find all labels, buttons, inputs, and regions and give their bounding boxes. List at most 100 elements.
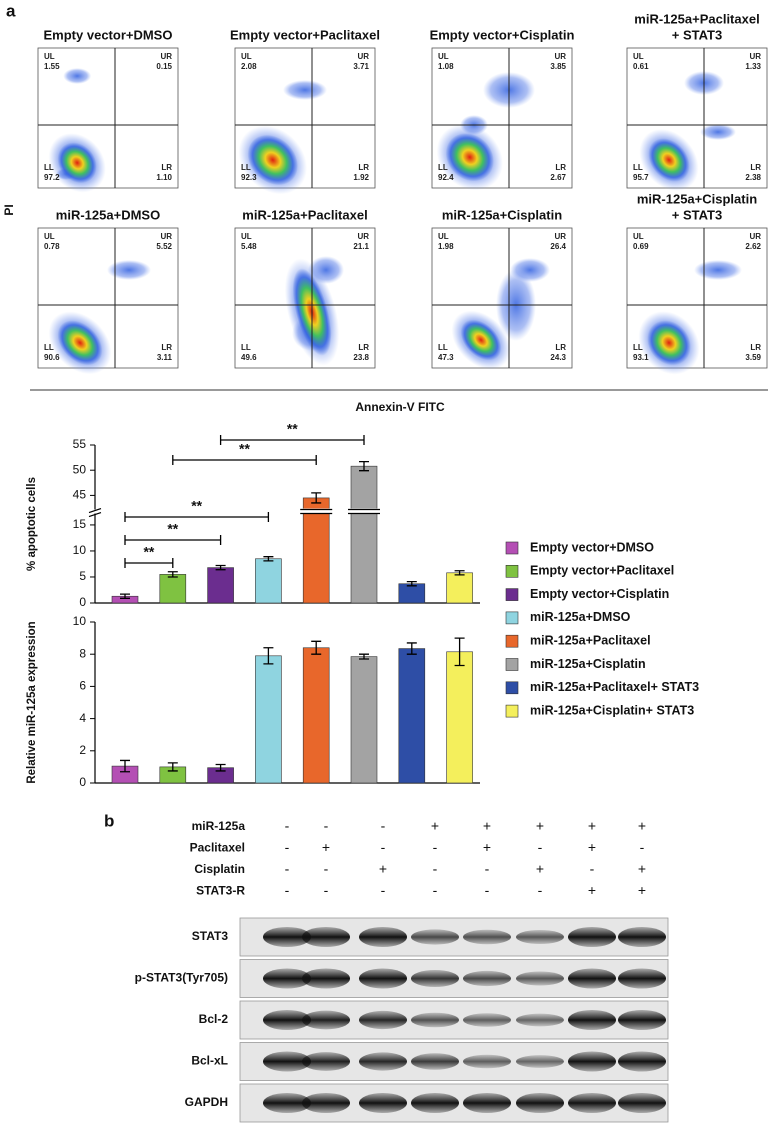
legend-label: miR-125a+Paclitaxel+ STAT3 [530, 680, 699, 694]
cell-cluster [700, 124, 736, 140]
blot-band [302, 1052, 350, 1071]
quadrant-label: UR [749, 232, 761, 241]
quadrant-label: UR [160, 52, 172, 61]
plot-title: Empty vector+DMSO [44, 27, 173, 42]
quadrant-value: 2.62 [745, 242, 761, 251]
treatment-sign: - [485, 882, 490, 898]
quadrant-label: UL [241, 52, 252, 61]
cell-cluster [283, 80, 327, 100]
legend-swatch [505, 658, 519, 671]
treatment-label: miR-125a [192, 819, 246, 833]
quadrant-label: UR [554, 52, 566, 61]
treatment-sign: + [322, 839, 330, 855]
error-bar [167, 762, 178, 772]
bar [446, 572, 473, 604]
legend-swatch [505, 541, 519, 555]
plot-title: Empty vector+Paclitaxel [230, 27, 380, 42]
blot-band [618, 968, 666, 989]
quadrant-value: 26.4 [550, 242, 566, 251]
quadrant-label: UR [749, 52, 761, 61]
cell-density [247, 134, 298, 186]
quadrant-value: 1.98 [438, 242, 454, 251]
significance-label: ** [143, 544, 154, 560]
quadrant-label: LR [750, 163, 761, 172]
quadrant-label: LL [633, 163, 643, 172]
flow-plot [626, 227, 768, 375]
legend-swatch [505, 704, 519, 718]
plot-title: miR-125a+Paclitaxel [242, 207, 367, 222]
treatment-label: Cisplatin [194, 862, 245, 876]
y-tick-label: 8 [79, 646, 86, 660]
significance-bracket [172, 455, 317, 465]
y-tick-label: 15 [73, 517, 87, 531]
blot-band [359, 1052, 407, 1071]
error-bar [215, 564, 226, 571]
treatment-sign: - [381, 839, 386, 855]
error-bar [167, 571, 178, 578]
blot-band [568, 968, 616, 989]
quadrant-label: UL [633, 232, 644, 241]
quadrant-label: LL [241, 163, 251, 172]
treatment-sign: + [431, 818, 439, 834]
error-bar [454, 570, 465, 576]
quadrant-value: 0.69 [633, 242, 649, 251]
quadrant-value: 1.92 [353, 173, 369, 182]
plot-title: + STAT3 [672, 207, 722, 222]
significance-bracket [124, 535, 222, 545]
treatment-sign: + [588, 839, 596, 855]
bar [398, 583, 426, 604]
error-bar [311, 640, 322, 655]
quadrant-value: 1.08 [438, 62, 454, 71]
bar [398, 648, 426, 784]
y-tick-label: 45 [73, 488, 87, 502]
blot-band [568, 1010, 616, 1030]
legend-label: miR-125a+DMSO [530, 610, 631, 624]
quadrant-label: LR [750, 343, 761, 352]
quadrant-value: 0.78 [44, 242, 60, 251]
flow-plot [234, 227, 376, 369]
y-axis-label: % apoptotic cells [26, 477, 38, 571]
y-tick-label: 10 [73, 543, 87, 557]
axis-break [349, 508, 379, 514]
quadrant-label: LR [161, 163, 172, 172]
blot-band [463, 970, 511, 987]
legend-label: Empty vector+DMSO [530, 540, 654, 554]
blot-band [411, 970, 459, 987]
cell-density [648, 138, 690, 182]
legend-label: miR-125a+Cisplatin [530, 657, 646, 671]
quadrant-label: LL [438, 343, 448, 352]
quadrant-value: 1.10 [156, 173, 172, 182]
blot-band [516, 1093, 564, 1113]
cell-density [57, 142, 97, 184]
protein-label: STAT3 [192, 929, 229, 943]
treatment-sign: + [483, 839, 491, 855]
blot-band [411, 1012, 459, 1028]
quadrant-value: 47.3 [438, 353, 454, 362]
cell-cluster [510, 258, 550, 282]
treatment-label: STAT3-R [196, 884, 245, 898]
quadrant-value: 21.1 [353, 242, 369, 251]
error-bar [263, 556, 274, 562]
quadrant-label: LL [438, 163, 448, 172]
bar [302, 647, 330, 784]
quadrant-value: 2.67 [550, 173, 566, 182]
panel-label: b [104, 811, 114, 830]
legend-swatch [505, 634, 519, 648]
blot-band [618, 1051, 666, 1072]
protein-label: p-STAT3(Tyr705) [135, 971, 228, 985]
blot-band [302, 1093, 350, 1113]
quadrant-label: LR [358, 343, 369, 352]
quadrant-value: 3.11 [157, 353, 173, 362]
significance-label: ** [167, 521, 178, 537]
axis-break [88, 507, 102, 518]
quadrant-label: UR [554, 232, 566, 241]
quadrant-value: 1.55 [44, 62, 60, 71]
cell-density [647, 320, 691, 366]
treatment-sign: - [433, 882, 438, 898]
quadrant-label: LR [555, 163, 566, 172]
blot-band [463, 929, 511, 945]
blot-band [263, 927, 311, 947]
blot-band [568, 927, 616, 947]
y-tick-label: 4 [79, 711, 86, 725]
